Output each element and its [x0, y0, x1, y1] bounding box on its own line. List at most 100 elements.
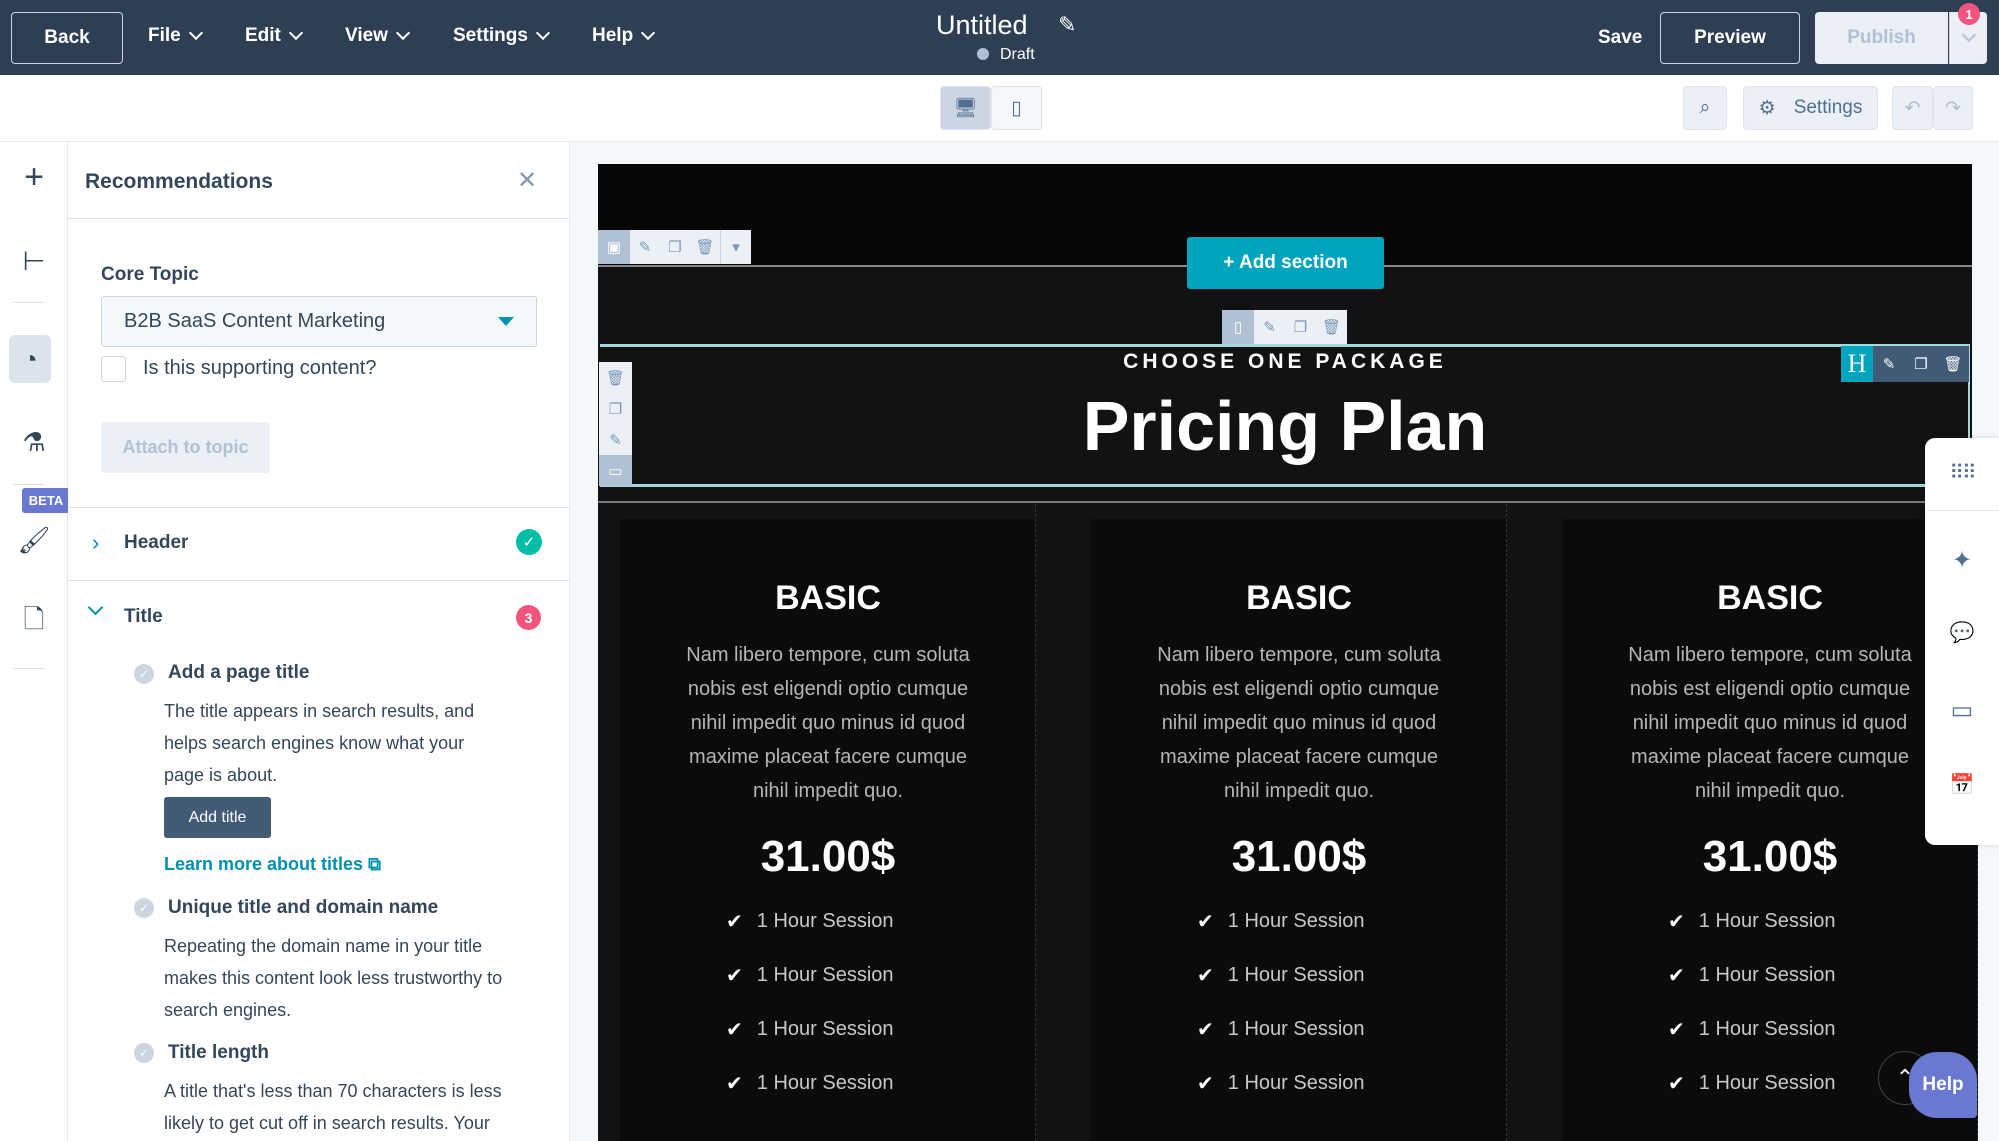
- heading-module[interactable]: [600, 344, 1970, 487]
- core-topic-label: Core Topic: [101, 264, 199, 285]
- recommendations-panel: Recommendations ✕ Core Topic B2B SaaS Co…: [68, 142, 570, 1141]
- supporting-content-checkbox[interactable]: [101, 356, 126, 382]
- recommendation-text: A title that's less than 70 characters i…: [164, 1081, 502, 1101]
- pencil-icon[interactable]: ✎: [1058, 12, 1077, 37]
- back-button[interactable]: Back: [11, 12, 123, 64]
- menu-help[interactable]: Help: [592, 25, 656, 47]
- pricing-heading[interactable]: Pricing Plan: [1082, 387, 1488, 465]
- column-icon[interactable]: ▯: [1222, 310, 1254, 344]
- column-divider: [1035, 504, 1036, 1141]
- recommendation-text: Repeating the domain name in your title: [164, 936, 483, 956]
- brush-icon[interactable]: 🖌: [17, 524, 51, 555]
- settings-button[interactable]: ⚙ Settings: [1743, 86, 1878, 130]
- section-title-toggle[interactable]: Title 3: [68, 582, 570, 642]
- pencil-icon[interactable]: ✎: [1873, 346, 1905, 382]
- plan-description-line: nihil impedit quo.: [752, 780, 904, 802]
- feature-item: ✔ 1 Hour Session: [1668, 909, 1836, 934]
- section-label: Title: [124, 606, 163, 627]
- chevron-down-icon: [395, 25, 411, 41]
- plan-description-line: nobis est eligendi optio cumque: [1629, 678, 1911, 700]
- feature-text: 1 Hour Session: [756, 1072, 894, 1094]
- calendar-icon[interactable]: 📅: [1949, 774, 1975, 796]
- menu-file[interactable]: File: [148, 25, 203, 47]
- layout-icon[interactable]: ▣: [598, 230, 630, 264]
- section-label: Header: [124, 532, 189, 553]
- browser-window-icon[interactable]: ▭: [1950, 697, 1974, 724]
- desktop-view-button[interactable]: 🖥: [940, 86, 991, 130]
- close-icon[interactable]: ✕: [517, 167, 538, 194]
- plan-name: BASIC: [1717, 579, 1823, 617]
- checkmark-icon: ✔: [1668, 965, 1685, 987]
- copy-icon[interactable]: ❐: [660, 230, 690, 264]
- menu-label: File: [148, 25, 181, 46]
- core-topic-dropdown[interactable]: B2B SaaS Content Marketing: [101, 296, 537, 347]
- trash-icon[interactable]: 🗑: [690, 230, 720, 264]
- feature-text: 1 Hour Session: [1698, 964, 1836, 986]
- help-button[interactable]: Help: [1909, 1052, 1977, 1118]
- attach-to-topic-button[interactable]: Attach to topic: [101, 422, 270, 473]
- optimization-gauge-icon[interactable]: ◔: [9, 335, 51, 383]
- feature-item: ✔ 1 Hour Session: [1197, 963, 1365, 988]
- grid-handle-icon[interactable]: ⠿⠿: [1949, 462, 1976, 484]
- preview-button[interactable]: Preview: [1660, 12, 1800, 64]
- settings-label: Settings: [1793, 97, 1863, 118]
- feature-item: ✔ 1 Hour Session: [1197, 909, 1365, 934]
- copy-icon[interactable]: ❐: [1285, 310, 1316, 344]
- undo-button[interactable]: ↶: [1892, 86, 1933, 130]
- eyebrow-text: CHOOSE ONE PACKAGE: [1123, 350, 1447, 373]
- layout-icon[interactable]: ▭: [599, 455, 632, 486]
- plan-price: 31.00$: [1231, 832, 1367, 881]
- chevron-down-icon: [288, 25, 303, 41]
- checkmark-icon: ✔: [1197, 1073, 1214, 1095]
- tree-icon[interactable]: ⊢: [22, 245, 46, 276]
- section-header-toggle[interactable]: › Header ✓: [68, 508, 570, 580]
- plan-description-line: maxime placeat facere cumque: [1631, 746, 1909, 768]
- chevron-down-icon: [535, 25, 551, 41]
- save-button[interactable]: Save: [1598, 27, 1643, 48]
- checkmark-icon: ✔: [726, 911, 743, 933]
- plan-price: 31.00$: [760, 832, 896, 881]
- caret-down-icon: [498, 317, 514, 326]
- redo-button[interactable]: ↷: [1933, 86, 1973, 130]
- menu-view[interactable]: View: [345, 25, 411, 47]
- flask-icon[interactable]: ⚗: [22, 426, 46, 457]
- trash-icon[interactable]: 🗑: [599, 362, 632, 393]
- recommendation-text: makes this content look less trustworthy…: [164, 968, 503, 988]
- publish-button[interactable]: Publish: [1815, 12, 1948, 64]
- recommendation-title: Add a page title: [168, 662, 310, 683]
- pencil-icon[interactable]: ✎: [1254, 310, 1285, 344]
- plan-description-line: maxime placeat facere cumque: [689, 746, 967, 768]
- checkmark-icon: ✔: [1668, 1073, 1685, 1095]
- pencil-icon[interactable]: ✎: [630, 230, 660, 264]
- checkmark-icon: ✔: [726, 965, 743, 987]
- mobile-view-button[interactable]: ▯: [991, 86, 1042, 130]
- sparkle-icon[interactable]: ✦: [1951, 547, 1973, 574]
- feature-text: 1 Hour Session: [1698, 910, 1836, 932]
- copy-icon[interactable]: ❐: [599, 393, 632, 424]
- search-button[interactable]: ⌕: [1683, 86, 1727, 130]
- plan-description-line: nobis est eligendi optio cumque: [687, 678, 969, 700]
- right-tool-rail: ⠿⠿ ✦ 💬 ▭ 📅: [1925, 438, 1999, 845]
- add-icon[interactable]: +: [24, 157, 44, 196]
- checkmark-icon: ✔: [726, 1073, 743, 1095]
- learn-more-link[interactable]: Learn more about titles ⧉: [164, 854, 381, 875]
- heading-type-icon[interactable]: H: [1841, 346, 1873, 382]
- copy-icon[interactable]: ❐: [1905, 346, 1937, 382]
- add-title-button[interactable]: Add title: [164, 797, 271, 838]
- caret-down-icon[interactable]: ▾: [720, 230, 751, 264]
- comment-icon[interactable]: 💬: [1949, 622, 1975, 644]
- page-icon[interactable]: 🗋: [23, 604, 45, 634]
- divider: [13, 484, 45, 485]
- divider: [13, 668, 45, 669]
- trash-icon[interactable]: 🗑: [1937, 346, 1969, 382]
- pencil-icon[interactable]: ✎: [599, 424, 632, 455]
- plan-description-line: Nam libero tempore, cum soluta: [1157, 644, 1441, 666]
- trash-icon[interactable]: 🗑: [1316, 310, 1347, 344]
- menu-settings[interactable]: Settings: [453, 25, 551, 47]
- panel-title: Recommendations: [85, 170, 273, 193]
- menu-edit[interactable]: Edit: [245, 25, 303, 47]
- feature-item: ✔ 1 Hour Session: [726, 909, 894, 934]
- add-section-button[interactable]: + Add section: [1187, 237, 1384, 289]
- beta-badge: BETA: [22, 488, 70, 513]
- page-title[interactable]: Untitled: [936, 10, 1028, 40]
